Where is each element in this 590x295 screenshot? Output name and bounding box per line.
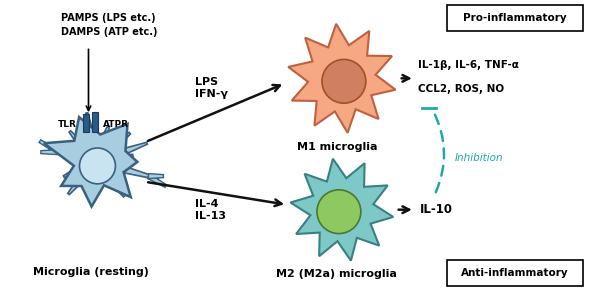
Polygon shape [112, 163, 158, 180]
Text: TLR: TLR [58, 119, 77, 129]
Polygon shape [91, 180, 97, 200]
Text: PAMPS (LPS etc.): PAMPS (LPS etc.) [61, 13, 155, 23]
Text: ATPR: ATPR [103, 119, 129, 129]
Polygon shape [107, 132, 130, 153]
Text: IL-1β, IL-6, TNF-α: IL-1β, IL-6, TNF-α [418, 60, 519, 71]
Text: IL-4
IL-13: IL-4 IL-13 [195, 199, 226, 220]
Polygon shape [41, 150, 59, 155]
Polygon shape [49, 149, 79, 161]
Polygon shape [44, 117, 137, 206]
Polygon shape [68, 173, 87, 195]
Text: IL-10: IL-10 [419, 203, 453, 216]
Polygon shape [39, 140, 60, 154]
Text: Microglia (resting): Microglia (resting) [32, 268, 149, 277]
Text: DAMPS (ATP etc.): DAMPS (ATP etc.) [61, 27, 157, 37]
Text: Inhibition: Inhibition [455, 153, 503, 163]
Bar [84, 114, 90, 132]
Circle shape [317, 190, 361, 234]
Text: M1 microglia: M1 microglia [297, 142, 377, 152]
Text: M2 (M2a) microglia: M2 (M2a) microglia [277, 269, 397, 279]
Circle shape [322, 59, 366, 103]
Polygon shape [148, 174, 166, 187]
Polygon shape [69, 131, 87, 150]
Polygon shape [104, 173, 125, 197]
Bar [93, 112, 99, 132]
Polygon shape [113, 154, 133, 162]
Text: Anti-inflammatory: Anti-inflammatory [461, 268, 568, 278]
Polygon shape [86, 113, 96, 145]
Polygon shape [111, 142, 148, 160]
Text: CCL2, ROS, NO: CCL2, ROS, NO [418, 84, 504, 94]
Polygon shape [289, 24, 395, 133]
Polygon shape [149, 174, 163, 178]
Polygon shape [290, 159, 394, 261]
Polygon shape [99, 126, 109, 146]
Circle shape [80, 148, 116, 184]
FancyBboxPatch shape [447, 260, 584, 286]
Text: LPS
IFN-γ: LPS IFN-γ [195, 78, 228, 99]
Text: Pro-inflammatory: Pro-inflammatory [463, 13, 566, 23]
FancyBboxPatch shape [447, 5, 584, 31]
Polygon shape [63, 167, 80, 178]
